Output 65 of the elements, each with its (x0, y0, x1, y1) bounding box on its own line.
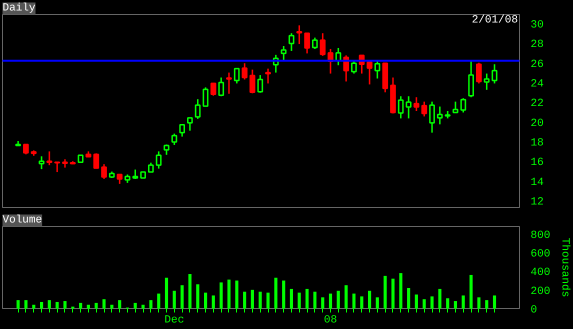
candlestick (93, 152, 100, 169)
chart-title: Volume (2, 214, 42, 226)
candlestick (374, 60, 380, 80)
x-tick-label: 08 (324, 314, 338, 326)
y-axis-title: Thousands (558, 238, 570, 298)
candlestick (54, 161, 60, 173)
candlestick (179, 124, 186, 138)
candlestick (476, 62, 482, 84)
y-tick-label: 14 (530, 176, 544, 189)
candlestick (288, 32, 294, 52)
y-tick-label: 20 (530, 118, 544, 130)
candlestick (452, 100, 458, 114)
candlestick (484, 72, 490, 91)
y-tick-label: 600 (530, 248, 550, 261)
candlestick (460, 97, 466, 114)
candlestick (132, 168, 138, 180)
y-tick-label: 24 (530, 78, 544, 90)
y-tick-label: 26 (530, 58, 544, 71)
candlestick (304, 32, 310, 54)
x-tick-label: Dec (164, 314, 184, 326)
candlestick (46, 150, 52, 166)
candlestick (23, 144, 29, 156)
candlestick (312, 36, 318, 50)
candlestick (250, 68, 256, 94)
candlestick (257, 74, 264, 94)
candlestick (421, 100, 428, 118)
candlestick (436, 106, 443, 126)
candlestick (492, 63, 498, 84)
y-tick-label: 30 (530, 19, 544, 32)
candlestick (265, 68, 271, 84)
candlestick (194, 98, 201, 120)
y-tick-label: 22 (530, 98, 544, 110)
candlestick (320, 32, 326, 57)
candlestick (429, 100, 435, 134)
candlestick (156, 150, 162, 170)
candlestick (398, 95, 404, 120)
chart-title: Daily (2, 2, 36, 14)
annotation: 2/01/08 (472, 14, 518, 26)
candlestick (210, 82, 216, 96)
candlestick (343, 54, 350, 82)
y-tick-label: 800 (530, 230, 550, 242)
candlestick (218, 76, 224, 97)
candlestick (101, 163, 107, 180)
candlestick (187, 117, 193, 132)
y-tick-label: 18 (530, 138, 544, 150)
candlestick (406, 95, 412, 120)
candlestick (351, 60, 357, 74)
candlestick (202, 86, 208, 107)
y-tick-label: 28 (530, 39, 544, 52)
candlestick (148, 162, 154, 173)
candlestick (234, 68, 240, 84)
candlestick (414, 96, 420, 112)
y-tick-label: 0 (530, 304, 538, 316)
y-tick-label: 400 (530, 267, 550, 280)
y-tick-label: 200 (530, 286, 550, 298)
candlestick (242, 62, 248, 80)
y-tick-label: 12 (530, 196, 544, 209)
candlestick (116, 174, 123, 185)
candlestick (38, 156, 44, 170)
candlestick (296, 24, 302, 45)
candlestick (171, 132, 178, 146)
candlestick (226, 72, 232, 95)
y-tick-label: 16 (530, 157, 544, 170)
candlestick (468, 60, 474, 98)
candlestick (280, 45, 287, 62)
